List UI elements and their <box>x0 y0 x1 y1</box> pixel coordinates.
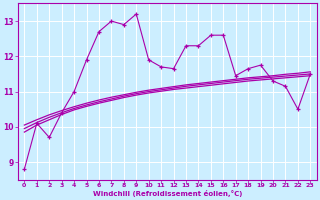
X-axis label: Windchill (Refroidissement éolien,°C): Windchill (Refroidissement éolien,°C) <box>93 190 242 197</box>
